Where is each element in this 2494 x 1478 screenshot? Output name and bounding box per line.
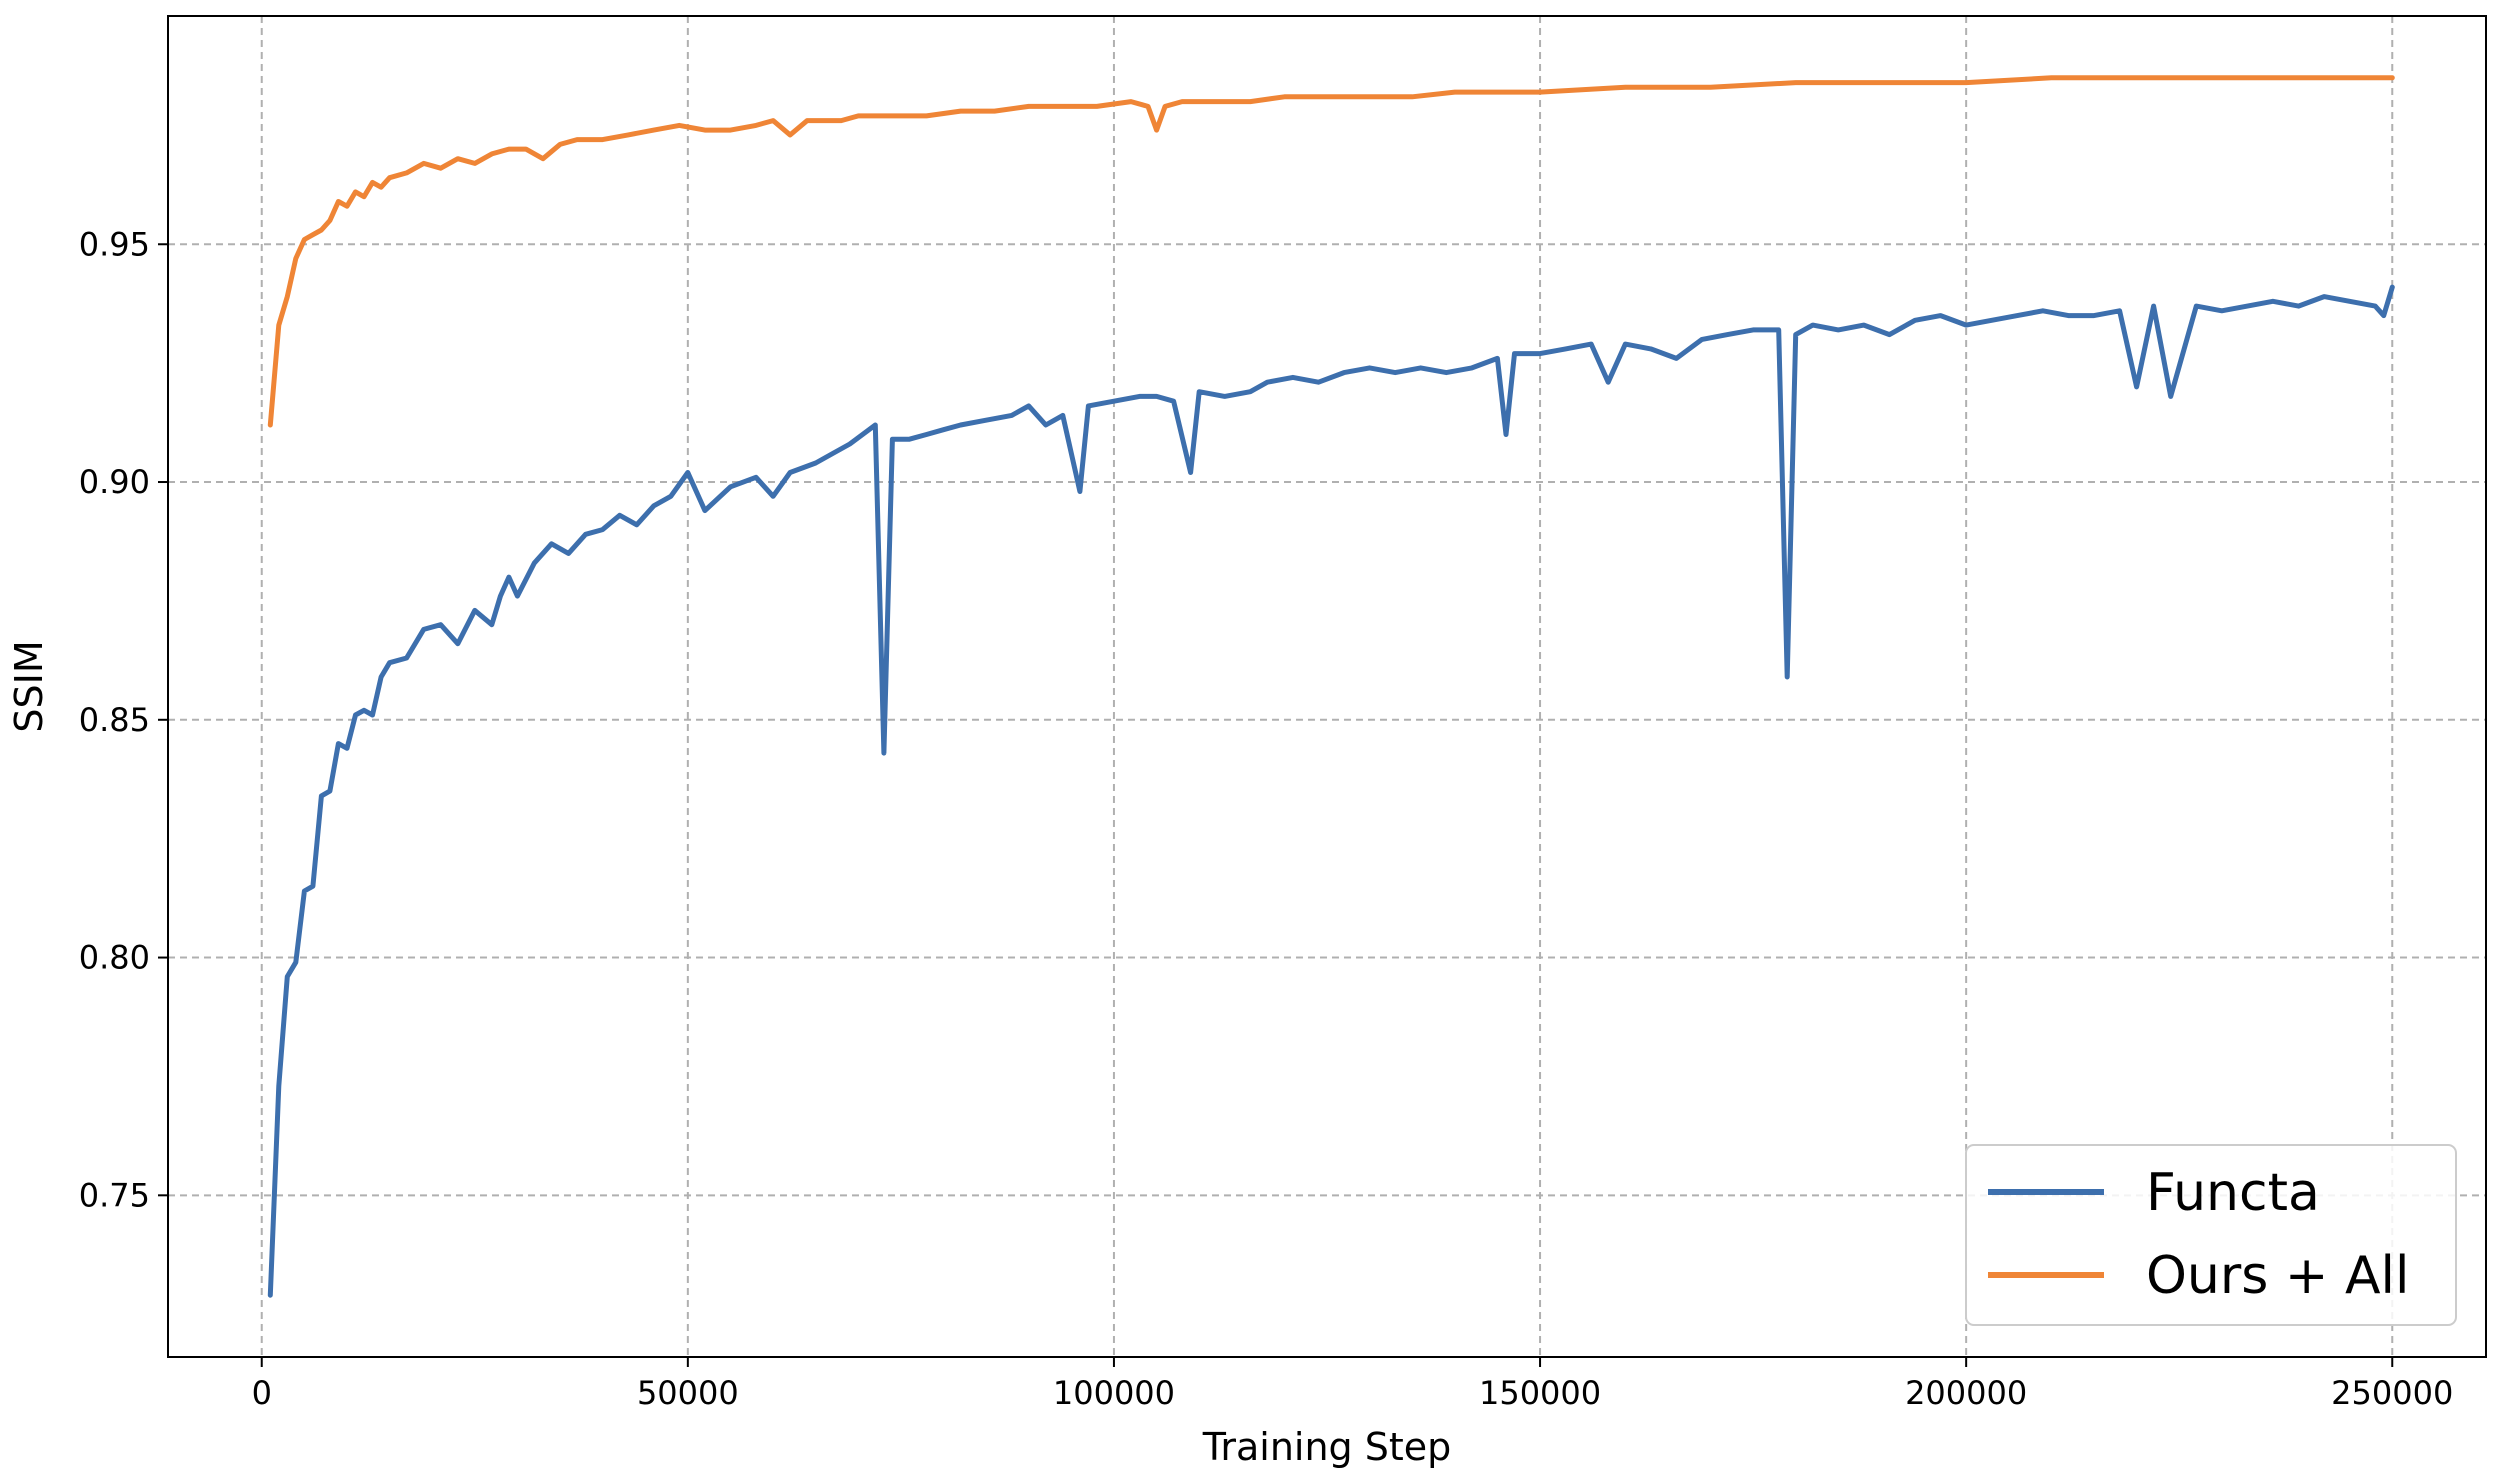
x-tick-label: 200000 [1905,1374,2027,1412]
series-group [267,75,2395,1298]
ticks: 0 50000 100000 150000 200000 250000 0.75 0.80 0.… [79,225,2454,1412]
series-line-0 [267,284,2395,1298]
x-tick-label: 100000 [1053,1374,1175,1412]
x-tick-label: 250000 [2331,1374,2453,1412]
y-tick-label: 0.75 [79,1176,150,1214]
x-axis-label: Training Step [1202,1425,1452,1469]
legend-label-functa: Functa [2146,1163,2320,1223]
y-tick-label: 0.95 [79,225,150,263]
series-line-1 [267,75,2395,428]
grid [168,16,2486,1357]
x-tick-label: 50000 [637,1374,739,1412]
y-tick-label: 0.85 [79,701,150,739]
y-tick-label: 0.90 [79,463,150,501]
y-tick-label: 0.80 [79,939,150,977]
plot-frame [167,15,2487,1358]
x-tick-label: 0 [252,1374,272,1412]
x-tick-label: 150000 [1479,1374,1601,1412]
legend: Functa Ours + All [1965,1144,2457,1326]
legend-label-ours-all: Ours + All [2146,1246,2409,1306]
y-axis-label: SSIM [7,640,51,732]
